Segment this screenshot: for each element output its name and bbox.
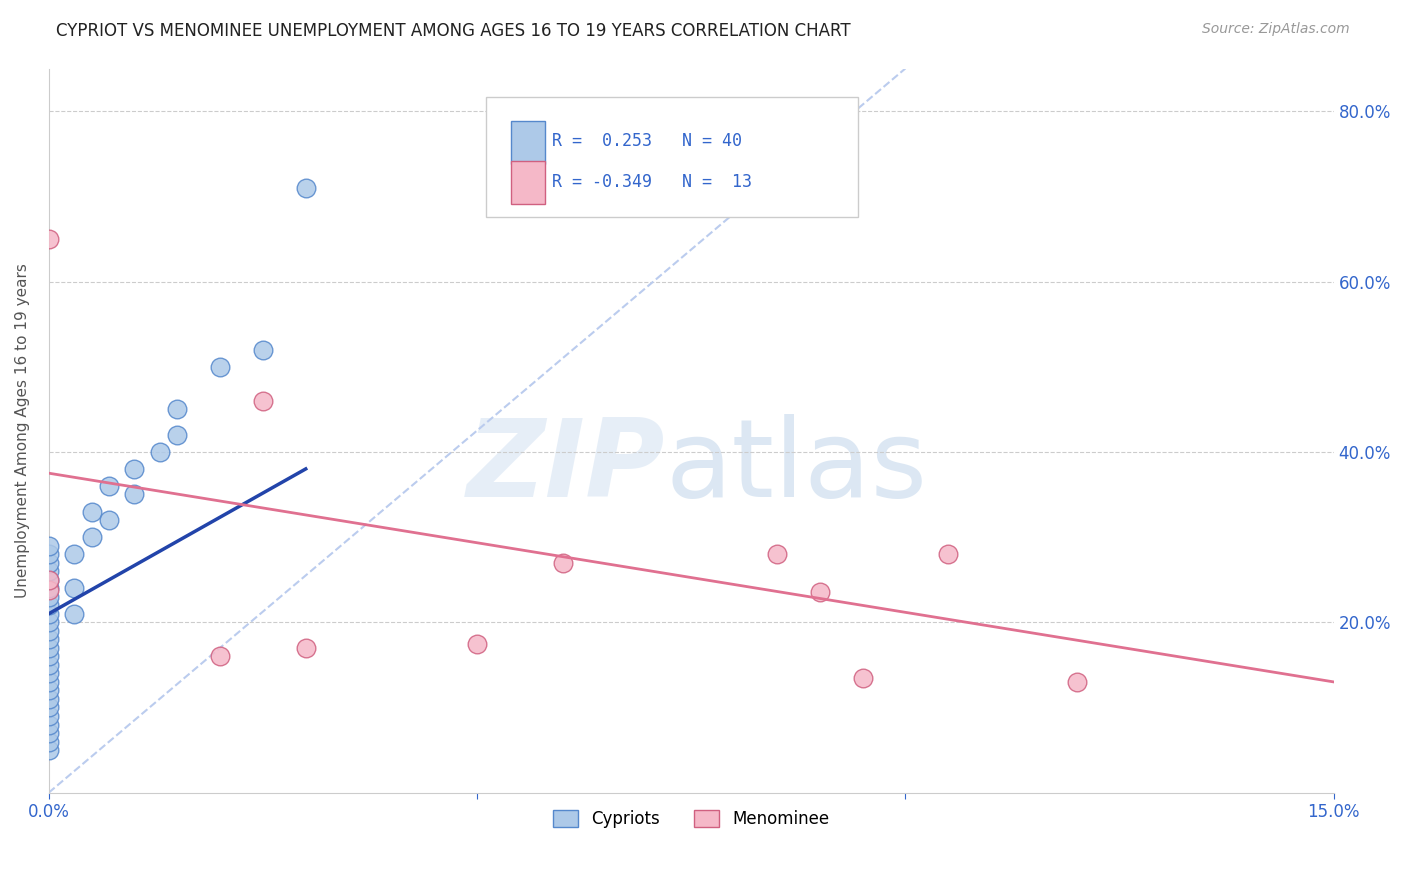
Point [166, 402, 188, 417]
Point [97, 479, 120, 493]
Point [766, 547, 789, 561]
Point [38, 692, 60, 706]
Point [38, 649, 60, 664]
Point [465, 636, 488, 650]
Point [38, 607, 60, 621]
Point [294, 181, 316, 195]
Point [38, 547, 60, 561]
Point [38, 539, 60, 553]
Point [149, 445, 172, 459]
Point [38, 657, 60, 672]
Point [252, 343, 274, 357]
Point [38, 232, 60, 246]
Text: R = -0.349   N =  13: R = -0.349 N = 13 [553, 173, 752, 191]
Point [38, 573, 60, 587]
Point [38, 717, 60, 731]
Point [63, 607, 86, 621]
Point [1066, 674, 1088, 689]
Point [80, 504, 103, 518]
Point [294, 640, 316, 655]
Point [166, 427, 188, 442]
Point [124, 462, 146, 476]
Text: R =  0.253   N = 40: R = 0.253 N = 40 [553, 132, 742, 150]
Point [97, 513, 120, 527]
Point [209, 649, 232, 664]
Text: Source: ZipAtlas.com: Source: ZipAtlas.com [1202, 22, 1350, 37]
Point [38, 581, 60, 595]
Point [38, 615, 60, 630]
Point [124, 487, 146, 501]
Point [38, 666, 60, 681]
Point [38, 734, 60, 748]
Point [38, 599, 60, 613]
Point [63, 581, 86, 595]
FancyBboxPatch shape [512, 121, 544, 164]
FancyBboxPatch shape [512, 161, 544, 204]
Point [38, 573, 60, 587]
Point [851, 671, 873, 685]
Text: atlas: atlas [665, 414, 928, 520]
Point [38, 743, 60, 757]
Point [551, 556, 574, 570]
Point [38, 624, 60, 638]
Point [38, 590, 60, 604]
Text: CYPRIOT VS MENOMINEE UNEMPLOYMENT AMONG AGES 16 TO 19 YEARS CORRELATION CHART: CYPRIOT VS MENOMINEE UNEMPLOYMENT AMONG … [56, 22, 851, 40]
Point [38, 564, 60, 578]
Point [38, 683, 60, 698]
FancyBboxPatch shape [485, 97, 858, 217]
Point [38, 582, 60, 597]
Legend: Cypriots, Menominee: Cypriots, Menominee [547, 804, 835, 835]
Point [38, 726, 60, 740]
Point [38, 632, 60, 647]
Point [38, 709, 60, 723]
Point [252, 393, 274, 408]
Text: ZIP: ZIP [467, 414, 665, 520]
Point [63, 547, 86, 561]
Point [209, 359, 232, 374]
Point [38, 640, 60, 655]
Point [38, 674, 60, 689]
Point [808, 585, 831, 599]
Point [38, 556, 60, 570]
Point [38, 700, 60, 714]
Y-axis label: Unemployment Among Ages 16 to 19 years: Unemployment Among Ages 16 to 19 years [15, 263, 30, 598]
Point [936, 547, 959, 561]
Point [80, 530, 103, 544]
